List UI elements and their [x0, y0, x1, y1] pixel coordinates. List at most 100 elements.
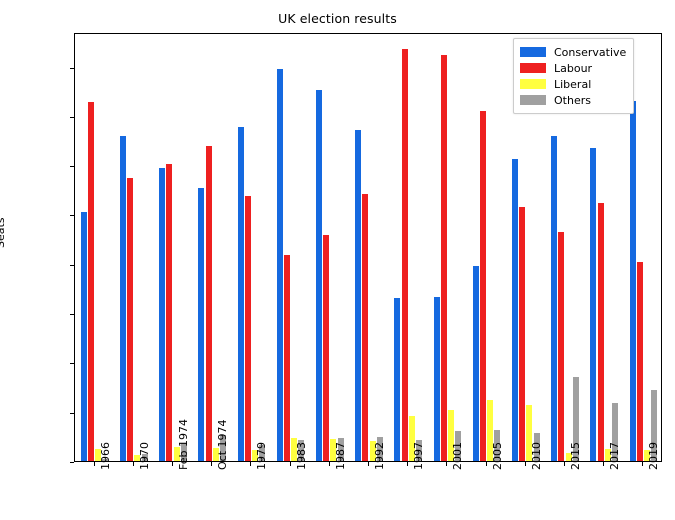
bar-labour-2005 [479, 110, 487, 461]
bar-liberal-1979 [251, 450, 259, 461]
legend-item-liberal[interactable]: Liberal [520, 76, 626, 92]
bar-others-2017 [611, 402, 619, 461]
bar-liberal-feb-1974 [173, 447, 180, 461]
bar-others-2001 [455, 431, 462, 461]
bar-conservative-1970 [119, 135, 127, 461]
legend-label: Conservative [554, 45, 627, 59]
bar-labour-1992 [362, 193, 369, 461]
y-axis-tick-mark [70, 363, 74, 365]
x-axis-tick-label: 2015 [569, 442, 582, 470]
x-axis-tick-label: 2019 [647, 442, 661, 470]
x-axis-tick-label: 1983 [294, 442, 308, 470]
bar-conservative-oct-1974 [198, 187, 205, 461]
legend-label: Others [554, 93, 591, 107]
x-axis-tick-label: 1992 [373, 442, 386, 470]
y-axis-tick-mark [70, 67, 74, 69]
legend-swatch-conservative-icon [520, 47, 546, 57]
x-axis-tick-label: 2005 [490, 442, 504, 470]
bar-conservative-2015 [551, 135, 558, 461]
bar-others-1997 [415, 440, 423, 461]
bar-others-oct-1974 [219, 435, 227, 461]
y-axis-tick-mark [70, 166, 74, 168]
bar-conservative-1992 [355, 129, 362, 461]
bar-others-2019 [651, 390, 658, 461]
bar-labour-1979 [244, 195, 251, 461]
bar-labour-feb-1974 [166, 164, 173, 461]
bar-others-1992 [376, 437, 383, 461]
x-axis-tick-label: Feb 1974 [177, 419, 190, 470]
x-axis-tick-mark [407, 462, 409, 466]
x-axis-tick-label: 2010 [529, 442, 543, 470]
bar-liberal-1997 [408, 415, 415, 461]
chart-legend: Conservative Labour Liberal Others [513, 38, 635, 114]
x-axis-tick-mark [446, 462, 448, 466]
bar-liberal-2005 [487, 399, 494, 461]
bar-conservative-2005 [472, 265, 479, 461]
y-axis-tick-mark [70, 412, 74, 414]
x-axis-tick-label: 1966 [98, 442, 112, 470]
bar-conservative-2010 [511, 159, 519, 461]
bar-conservative-2019 [629, 101, 636, 461]
x-axis-tick-label: 1987 [333, 442, 347, 470]
bar-others-1979 [259, 445, 266, 461]
legend-item-labour[interactable]: Labour [520, 60, 626, 76]
bar-conservative-1987 [315, 90, 323, 461]
bar-liberal-1987 [330, 439, 337, 461]
bar-labour-oct-1974 [205, 146, 212, 461]
x-axis-tick-label: 1997 [412, 442, 426, 470]
x-axis-tick-mark [172, 462, 173, 466]
legend-swatch-others-icon [520, 95, 546, 105]
bar-labour-1983 [283, 254, 291, 461]
bar-liberal-1970 [134, 455, 141, 461]
bar-liberal-2015 [565, 453, 572, 461]
y-axis-tick-mark [70, 462, 74, 463]
bar-others-2015 [572, 377, 579, 461]
bar-others-1983 [298, 440, 305, 461]
bar-liberal-2019 [643, 450, 651, 461]
y-axis-label: Seats [0, 217, 7, 248]
y-axis-tick-mark [70, 116, 74, 118]
legend-swatch-labour-icon [520, 63, 546, 73]
bar-liberal-2010 [526, 404, 533, 461]
x-axis-tick-label: Oct 1974 [216, 419, 230, 470]
bar-liberal-oct-1974 [212, 448, 219, 461]
bars-layer [75, 34, 661, 461]
x-axis-tick-mark [211, 462, 213, 466]
x-axis-tick-mark [250, 462, 252, 466]
bar-liberal-2001 [447, 409, 455, 461]
bar-conservative-feb-1974 [159, 168, 166, 461]
x-axis-tick-label: 2017 [608, 442, 622, 470]
bar-liberal-1992 [369, 441, 376, 461]
y-axis-tick-mark [70, 264, 74, 266]
legend-item-others[interactable]: Others [520, 92, 626, 108]
bar-others-feb-1974 [180, 443, 187, 461]
bar-liberal-2017 [604, 449, 611, 461]
bar-others-2010 [533, 433, 540, 461]
bar-others-1987 [337, 438, 344, 461]
x-axis-tick-mark [642, 462, 644, 466]
x-axis-tick-label: 2001 [451, 442, 465, 470]
bar-labour-1970 [127, 177, 134, 461]
x-axis-tick-mark [368, 462, 369, 466]
bar-conservative-1997 [394, 298, 401, 461]
bar-conservative-1979 [237, 126, 244, 461]
bar-others-1970 [141, 454, 148, 461]
y-axis-tick-mark [70, 215, 74, 217]
bar-labour-1997 [401, 48, 408, 461]
bar-labour-1987 [323, 235, 330, 461]
x-axis-tick-mark [93, 462, 95, 466]
legend-item-conservative[interactable]: Conservative [520, 44, 626, 60]
x-axis-tick-mark [603, 462, 605, 466]
x-axis-tick-mark [564, 462, 565, 466]
chart-title: UK election results [278, 11, 397, 26]
bar-others-2005 [494, 430, 501, 461]
bar-labour-2001 [440, 54, 447, 461]
bar-others-1966 [102, 459, 109, 461]
x-axis-tick-mark [132, 462, 134, 466]
legend-swatch-liberal-icon [520, 79, 546, 89]
y-axis-tick-mark [70, 314, 74, 316]
x-axis-tick-mark [524, 462, 526, 466]
bar-conservative-1983 [276, 69, 283, 461]
bar-liberal-1983 [291, 438, 298, 461]
